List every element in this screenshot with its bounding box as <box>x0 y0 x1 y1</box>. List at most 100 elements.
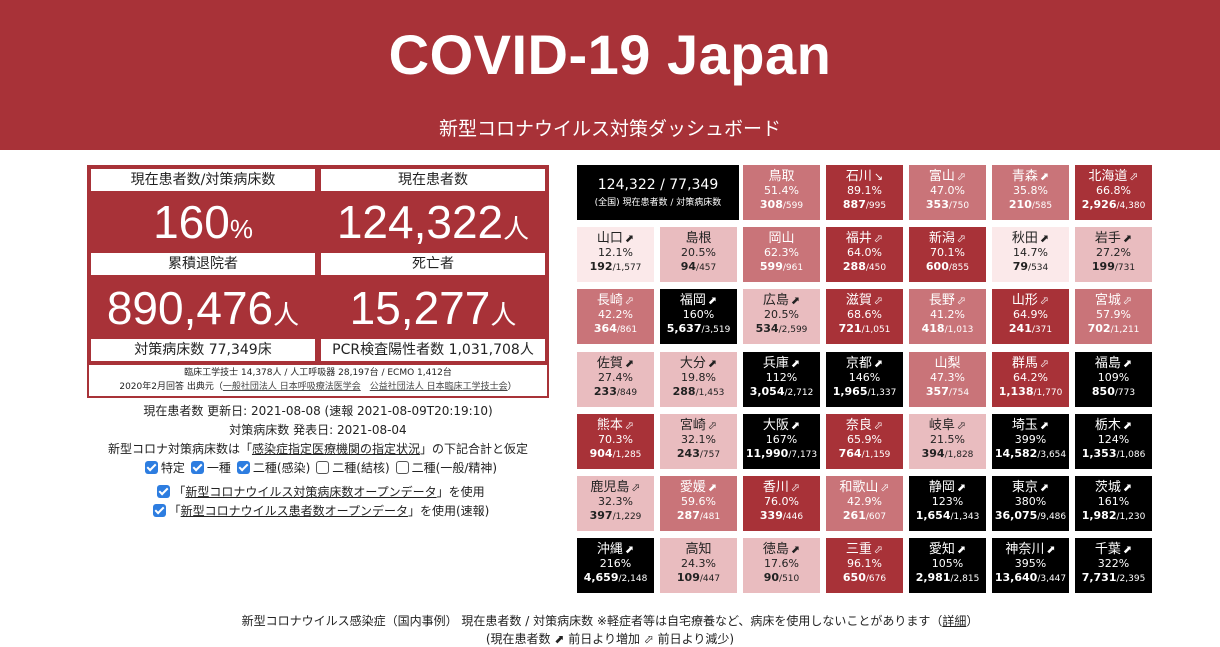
prefecture-name: 香川 ⬀ <box>762 480 801 495</box>
prefecture-counts: 1,982/1,230 <box>1081 509 1146 522</box>
prefecture-tile[interactable]: 千葉 ⬈ 322% 7,731/2,395 <box>1075 538 1152 594</box>
prefecture-tile[interactable]: 宮崎 ⬀ 32.1% 243/757 <box>660 413 737 469</box>
prefecture-tile[interactable]: 山梨 47.3% 357/754 <box>909 351 986 407</box>
prefecture-ratio: 216% <box>599 557 632 571</box>
prefecture-ratio: 59.6% <box>681 495 716 508</box>
prefecture-tile[interactable]: 滋賀 ⬀ 68.6% 721/1,051 <box>826 289 903 345</box>
prefecture-ratio: 47.3% <box>930 370 965 384</box>
prefecture-name: 静岡 ⬈ <box>928 480 967 495</box>
prefecture-tile[interactable]: 三重 ⬀ 96.1% 650/676 <box>826 538 903 594</box>
prefecture-counts: 4,659/2,148 <box>583 571 648 585</box>
prefecture-tile[interactable]: 栃木 ⬈ 124% 1,353/1,086 <box>1075 413 1152 469</box>
prefecture-tile[interactable]: 鹿児島 ⬀ 32.3% 397/1,229 <box>577 476 654 531</box>
bed-type-checkbox[interactable] <box>236 461 250 474</box>
bed-type-checkbox[interactable] <box>395 461 409 474</box>
prefecture-counts: 534/2,599 <box>755 322 808 336</box>
prefecture-tile[interactable]: 愛知 ⬈ 105% 2,981/2,815 <box>909 538 986 594</box>
prefecture-tile[interactable]: 長野 ⬀ 41.2% 418/1,013 <box>909 289 986 345</box>
prefecture-ratio: 19.8% <box>681 370 716 384</box>
prefecture-tile[interactable]: 富山 ⬀ 47.0% 353/750 <box>909 165 986 220</box>
prefecture-counts: 94/457 <box>680 260 717 274</box>
prefecture-tile[interactable]: 宮城 ⬀ 57.9% 702/1,211 <box>1075 289 1152 345</box>
prefecture-tile[interactable]: 沖縄 ⬈ 216% 4,659/2,148 <box>577 538 654 594</box>
prefecture-tile[interactable]: 高知 24.3% 109/447 <box>660 538 737 594</box>
prefecture-tile[interactable]: 大分 ⬈ 19.8% 288/1,453 <box>660 351 737 407</box>
prefecture-tile[interactable]: 埼玉 ⬈ 399% 14,582/3,654 <box>992 413 1069 469</box>
bed-type-checkbox[interactable] <box>190 461 204 474</box>
prefecture-tile[interactable]: 鳥取 51.4% 308/599 <box>743 165 820 220</box>
prefecture-tile[interactable]: 青森 ⬈ 35.8% 210/585 <box>992 165 1069 220</box>
prefecture-tile[interactable]: 岐阜 ⬀ 21.5% 394/1,828 <box>909 413 986 469</box>
prefecture-tile[interactable]: 北海道 ⬀ 66.8% 2,926/4,380 <box>1075 165 1152 220</box>
prefecture-tile[interactable]: 岩手 ⬈ 27.2% 199/731 <box>1075 227 1152 283</box>
prefecture-ratio: 112% <box>765 370 798 384</box>
prefecture-tile[interactable]: 秋田 ⬈ 14.7% 79/534 <box>992 227 1069 283</box>
prefecture-tile[interactable]: 群馬 ⬀ 64.2% 1,138/1,770 <box>992 351 1069 407</box>
prefecture-tile[interactable]: 京都 ⬈ 146% 1,965/1,337 <box>826 351 903 407</box>
prefecture-tile[interactable]: 徳島 ⬈ 17.6% 90/510 <box>743 538 820 594</box>
prefecture-tile[interactable]: 岡山 62.3% 599/961 <box>743 227 820 283</box>
source-link-jsrcm[interactable]: 一般社団法人 日本呼吸療法医学会 <box>222 382 361 392</box>
prefecture-tile[interactable]: 香川 ⬀ 76.0% 339/446 <box>743 476 820 531</box>
prefecture-ratio: 70.3% <box>598 432 633 446</box>
bed-type-checkbox[interactable] <box>144 461 158 474</box>
prefecture-tile[interactable]: 山形 ⬀ 64.9% 241/371 <box>992 289 1069 345</box>
prefecture-tile[interactable]: 大阪 ⬈ 167% 11,990/7,173 <box>743 413 820 469</box>
prefecture-tile[interactable]: 神奈川 ⬈ 395% 13,640/3,447 <box>992 538 1069 594</box>
prefecture-name: 栃木 ⬈ <box>1094 417 1133 433</box>
source-link-jacet[interactable]: 公益社団法人 日本臨床工学技士会 <box>369 382 508 392</box>
prefecture-counts: 233/849 <box>593 384 638 398</box>
prefecture-ratio: 109% <box>1097 370 1130 384</box>
prefecture-tile[interactable]: 福岡 ⬈ 160% 5,637/3,519 <box>660 289 737 345</box>
prefecture-counts: 357/754 <box>925 384 970 398</box>
prefecture-name: 福岡 ⬈ <box>679 293 718 309</box>
prefecture-tile[interactable]: 新潟 ⬀ 70.1% 600/855 <box>909 227 986 283</box>
bed-type-checkboxes: 特定 一種 二種(感染) 二種(結核) 二種(一般/精神) <box>87 459 549 478</box>
trend-arrow-icon: ⬈ <box>790 418 801 432</box>
prefecture-tile[interactable]: 和歌山 ⬀ 42.9% 261/607 <box>826 476 903 531</box>
prefecture-tile[interactable]: 広島 ⬈ 20.5% 534/2,599 <box>743 289 820 345</box>
prefecture-ratio: 64.2% <box>1013 370 1048 384</box>
prefecture-tile[interactable]: 長崎 ⬀ 42.2% 364/861 <box>577 289 654 345</box>
prefecture-ratio: 12.1% <box>598 246 633 260</box>
prefecture-tile[interactable]: 兵庫 ⬈ 112% 3,054/2,712 <box>743 351 820 407</box>
patient-opendata-link[interactable]: 新型コロナウイルス患者数オープンデータ <box>180 504 408 518</box>
prefecture-name: 埼玉 ⬈ <box>1011 417 1050 433</box>
prefecture-tile[interactable]: 福井 ⬀ 64.0% 288/450 <box>826 227 903 283</box>
bed-type-checkbox[interactable] <box>316 461 330 474</box>
trend-arrow-icon: ⬀ <box>873 418 884 432</box>
prefecture-tile[interactable]: 熊本 ⬀ 70.3% 904/1,285 <box>577 413 654 469</box>
prefecture-tile[interactable]: 山口 ⬈ 12.1% 192/1,577 <box>577 227 654 283</box>
prefecture-tile[interactable]: 石川 ↘ 89.1% 887/995 <box>826 165 903 220</box>
prefecture-name: 大分 ⬈ <box>679 355 718 371</box>
prefecture-name: 群馬 ⬀ <box>1011 355 1050 371</box>
prefecture-tile[interactable]: 静岡 ⬈ 123% 1,654/1,343 <box>909 476 986 531</box>
designation-link[interactable]: 感染症指定医療機関の指定状況 <box>251 442 420 456</box>
prefecture-tile[interactable]: 愛媛 ⬈ 59.6% 287/481 <box>660 476 737 531</box>
prefecture-name: 福井 ⬀ <box>845 231 884 247</box>
prefecture-name: 東京 ⬈ <box>1011 480 1050 495</box>
trend-arrow-icon: ⬀ <box>873 232 884 246</box>
prefecture-tile[interactable]: 福島 ⬈ 109% 850/773 <box>1075 351 1152 407</box>
prefecture-counts: 353/750 <box>925 198 970 211</box>
prefecture-counts: 90/510 <box>763 571 800 585</box>
patient-opendata-checkbox[interactable] <box>152 504 166 517</box>
prefecture-tile[interactable]: 茨城 ⬈ 161% 1,982/1,230 <box>1075 476 1152 531</box>
trend-arrow-icon: ⬈ <box>707 481 718 494</box>
prefecture-name: 兵庫 ⬈ <box>762 355 801 371</box>
prefecture-ratio: 32.3% <box>598 495 633 508</box>
bed-opendata-checkbox[interactable] <box>157 485 171 498</box>
prefecture-tile[interactable]: 東京 ⬈ 380% 36,075/9,486 <box>992 476 1069 531</box>
prefecture-ratio: 20.5% <box>764 308 799 322</box>
prefecture-counts: 600/855 <box>925 260 970 274</box>
details-link[interactable]: 詳細 <box>942 614 967 628</box>
trend-arrow-icon: ⬈ <box>1039 418 1050 432</box>
current-label: 現在患者数 <box>321 169 545 191</box>
trend-arrow-icon: ⬀ <box>956 418 967 432</box>
prefecture-tile[interactable]: 島根 20.5% 94/457 <box>660 227 737 283</box>
bed-type-label: 特定 <box>160 461 185 475</box>
prefecture-tile[interactable]: 奈良 ⬀ 65.9% 764/1,159 <box>826 413 903 469</box>
bed-opendata-link[interactable]: 新型コロナウイルス対策病床数オープンデータ <box>185 485 437 499</box>
trend-arrow-icon: ⬈ <box>624 356 635 370</box>
prefecture-tile[interactable]: 佐賀 ⬈ 27.4% 233/849 <box>577 351 654 407</box>
